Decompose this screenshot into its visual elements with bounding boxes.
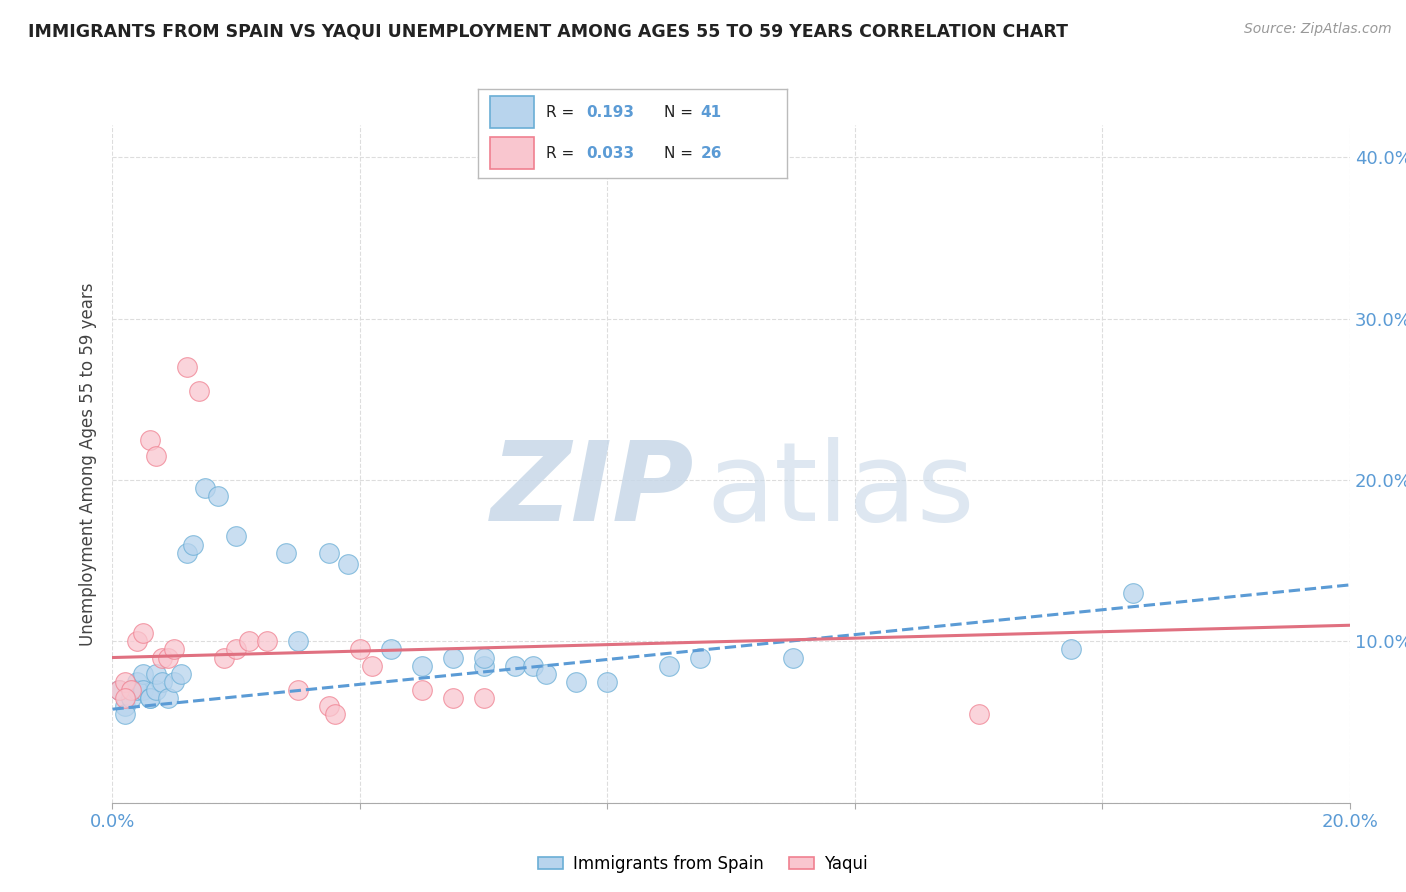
- Point: [287, 682, 309, 697]
- Point: [138, 690, 160, 705]
- Text: 0.033: 0.033: [586, 146, 634, 161]
- Point: [176, 546, 198, 560]
- Legend: Immigrants from Spain, Yaqui: Immigrants from Spain, Yaqui: [531, 848, 875, 880]
- Point: [441, 650, 464, 665]
- Point: [176, 359, 198, 374]
- Point: [120, 682, 142, 697]
- FancyBboxPatch shape: [491, 96, 534, 128]
- Point: [411, 658, 433, 673]
- Point: [145, 449, 167, 463]
- Point: [472, 650, 495, 665]
- Point: [1122, 586, 1144, 600]
- Text: IMMIGRANTS FROM SPAIN VS YAQUI UNEMPLOYMENT AMONG AGES 55 TO 59 YEARS CORRELATIO: IMMIGRANTS FROM SPAIN VS YAQUI UNEMPLOYM…: [28, 22, 1069, 40]
- Point: [565, 674, 588, 689]
- Point: [120, 682, 142, 697]
- Point: [138, 433, 160, 447]
- Point: [225, 529, 247, 543]
- Point: [411, 682, 433, 697]
- Point: [225, 642, 247, 657]
- Point: [287, 634, 309, 648]
- Text: N =: N =: [664, 105, 697, 120]
- Point: [127, 682, 149, 697]
- Point: [163, 674, 186, 689]
- FancyBboxPatch shape: [491, 137, 534, 169]
- Point: [534, 666, 557, 681]
- Point: [107, 682, 129, 697]
- Point: [138, 690, 160, 705]
- Point: [127, 674, 149, 689]
- Point: [145, 666, 167, 681]
- Text: atlas: atlas: [706, 437, 974, 544]
- Point: [132, 666, 155, 681]
- Point: [107, 682, 129, 697]
- Point: [274, 546, 297, 560]
- Point: [114, 706, 136, 721]
- Point: [127, 634, 149, 648]
- Point: [150, 674, 173, 689]
- Point: [323, 706, 346, 721]
- Point: [207, 489, 229, 503]
- Point: [157, 650, 180, 665]
- Point: [256, 634, 278, 648]
- Point: [150, 650, 173, 665]
- Y-axis label: Unemployment Among Ages 55 to 59 years: Unemployment Among Ages 55 to 59 years: [79, 282, 97, 646]
- Point: [132, 626, 155, 640]
- Point: [472, 690, 495, 705]
- Text: R =: R =: [546, 105, 579, 120]
- Point: [503, 658, 526, 673]
- Text: R =: R =: [546, 146, 579, 161]
- Point: [361, 658, 384, 673]
- Point: [163, 642, 186, 657]
- Point: [318, 546, 340, 560]
- Point: [336, 557, 359, 571]
- Text: 26: 26: [700, 146, 723, 161]
- Text: Source: ZipAtlas.com: Source: ZipAtlas.com: [1244, 22, 1392, 37]
- Point: [472, 658, 495, 673]
- Text: N =: N =: [664, 146, 697, 161]
- Point: [349, 642, 371, 657]
- Point: [689, 650, 711, 665]
- Text: 0.193: 0.193: [586, 105, 634, 120]
- Point: [157, 690, 180, 705]
- Text: 41: 41: [700, 105, 721, 120]
- Point: [120, 690, 142, 705]
- Point: [441, 690, 464, 705]
- Point: [380, 642, 402, 657]
- Point: [114, 690, 136, 705]
- Point: [145, 682, 167, 697]
- Point: [238, 634, 260, 648]
- Point: [596, 674, 619, 689]
- Point: [782, 650, 804, 665]
- Point: [114, 698, 136, 713]
- Text: ZIP: ZIP: [491, 437, 695, 544]
- Point: [522, 658, 544, 673]
- Point: [194, 481, 217, 495]
- Point: [181, 537, 204, 551]
- Point: [658, 658, 681, 673]
- Point: [132, 682, 155, 697]
- Point: [188, 384, 211, 399]
- Point: [1060, 642, 1083, 657]
- Point: [967, 706, 990, 721]
- Point: [169, 666, 191, 681]
- Point: [318, 698, 340, 713]
- Point: [212, 650, 235, 665]
- Point: [114, 674, 136, 689]
